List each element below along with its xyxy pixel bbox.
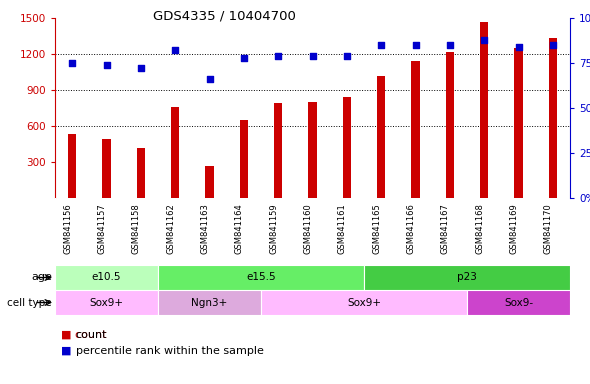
Text: Sox9+: Sox9+ — [347, 298, 381, 308]
Text: Sox9+: Sox9+ — [90, 298, 123, 308]
Text: GSM841167: GSM841167 — [441, 204, 450, 254]
Text: GSM841160: GSM841160 — [303, 204, 313, 254]
Text: ■: ■ — [61, 346, 71, 356]
Bar — [274, 103, 283, 198]
Point — [411, 42, 420, 48]
Text: GSM841159: GSM841159 — [269, 204, 278, 254]
Bar — [549, 38, 557, 198]
Bar — [102, 139, 111, 198]
Text: e15.5: e15.5 — [246, 273, 276, 283]
Bar — [55, 265, 158, 290]
Point — [171, 47, 180, 53]
Bar — [68, 134, 77, 198]
Text: e10.5: e10.5 — [92, 273, 122, 283]
Text: GSM841168: GSM841168 — [475, 204, 484, 254]
Text: GSM841156: GSM841156 — [63, 204, 72, 254]
Point — [514, 44, 523, 50]
Text: GSM841170: GSM841170 — [544, 204, 553, 254]
Point — [239, 55, 248, 61]
Bar — [171, 107, 179, 198]
Bar — [445, 51, 454, 198]
Bar — [158, 290, 261, 315]
Text: GDS4335 / 10404700: GDS4335 / 10404700 — [153, 10, 296, 23]
Point — [548, 42, 558, 48]
Text: percentile rank within the sample: percentile rank within the sample — [76, 346, 264, 356]
Text: cell type: cell type — [8, 298, 52, 308]
Point — [102, 62, 112, 68]
Bar — [467, 290, 570, 315]
Bar — [240, 120, 248, 198]
Text: age: age — [31, 273, 52, 283]
Point — [480, 36, 489, 43]
Bar — [343, 97, 351, 198]
Point — [205, 76, 214, 82]
Text: GSM841166: GSM841166 — [407, 204, 415, 254]
Point — [67, 60, 77, 66]
Point — [273, 53, 283, 59]
Text: GSM841158: GSM841158 — [132, 204, 141, 254]
Text: Ngn3+: Ngn3+ — [191, 298, 228, 308]
Text: ■ count: ■ count — [61, 330, 106, 340]
Point — [136, 65, 146, 71]
Point — [376, 42, 386, 48]
Bar — [514, 48, 523, 198]
Text: Sox9-: Sox9- — [504, 298, 533, 308]
Text: GSM841169: GSM841169 — [510, 204, 519, 254]
Bar — [377, 76, 385, 198]
Bar — [55, 290, 158, 315]
Text: GSM841162: GSM841162 — [166, 204, 175, 254]
Point — [342, 53, 352, 59]
Text: count: count — [76, 330, 107, 340]
Bar — [411, 61, 420, 198]
Bar — [261, 290, 467, 315]
Bar — [136, 147, 145, 198]
Text: GSM841164: GSM841164 — [235, 204, 244, 254]
Bar — [480, 22, 489, 198]
Bar — [205, 166, 214, 198]
Bar — [308, 102, 317, 198]
Bar — [158, 265, 364, 290]
Text: GSM841161: GSM841161 — [338, 204, 347, 254]
Text: GSM841163: GSM841163 — [201, 204, 209, 254]
Bar — [364, 265, 570, 290]
Text: GSM841165: GSM841165 — [372, 204, 381, 254]
Point — [308, 53, 317, 59]
Text: GSM841157: GSM841157 — [97, 204, 107, 254]
Point — [445, 42, 454, 48]
Text: p23: p23 — [457, 273, 477, 283]
